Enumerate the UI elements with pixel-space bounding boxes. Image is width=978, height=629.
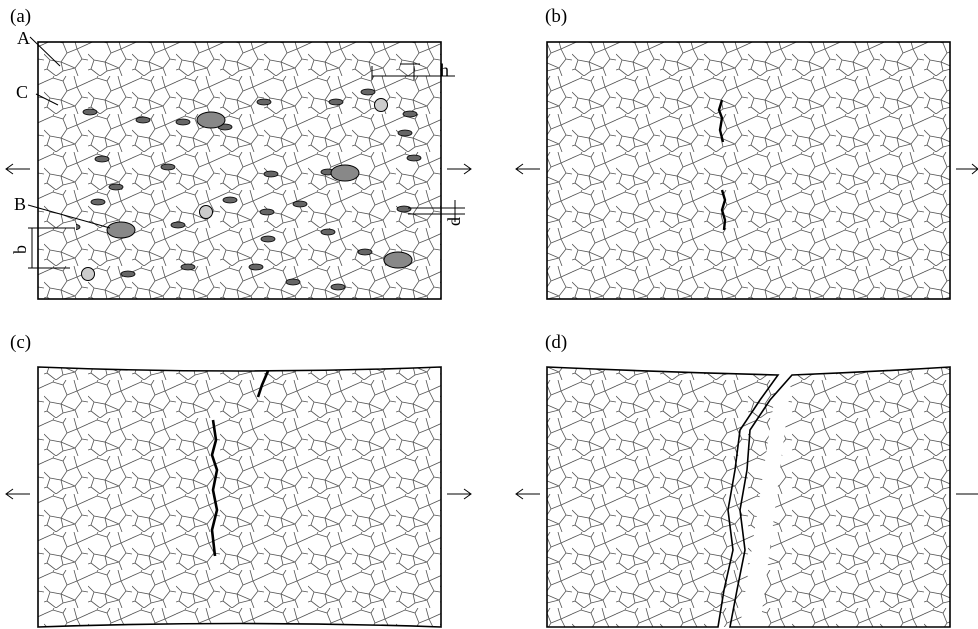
grain-structure: [38, 42, 441, 299]
particle: [161, 164, 175, 170]
particle: [329, 99, 343, 105]
particle: [403, 111, 417, 117]
particle: [321, 229, 335, 235]
particle: [109, 184, 123, 190]
grain-structure: [547, 367, 950, 627]
particle: [83, 109, 97, 115]
particle: [197, 112, 225, 128]
particle-c: [200, 206, 213, 219]
particle: [121, 271, 135, 277]
particle: [257, 99, 271, 105]
panel-b: [547, 42, 950, 299]
particle: [260, 209, 274, 215]
panel-a: [38, 42, 441, 299]
annotation: d: [444, 217, 464, 226]
panel-label: (a): [10, 6, 31, 27]
particle: [176, 119, 190, 125]
figure: (a) (b) (c) (d) A C B h d b: [0, 0, 978, 629]
particle: [107, 222, 135, 238]
particle: [361, 89, 375, 95]
particle: [286, 279, 300, 285]
particle: [136, 117, 150, 123]
annotation: h: [440, 60, 449, 80]
page: {"panels": [{"label": "(a)"}, {"label": …: [0, 0, 978, 629]
particle: [181, 264, 195, 270]
grain-structure: [38, 367, 441, 627]
annotation: A: [17, 28, 30, 48]
particle: [398, 130, 412, 136]
particle: [331, 165, 359, 181]
particle: [358, 249, 372, 255]
particle: [264, 171, 278, 177]
particle: [384, 252, 412, 268]
particle: [293, 201, 307, 207]
annotation: B: [14, 194, 26, 214]
particle-c: [375, 99, 388, 112]
particle: [91, 199, 105, 205]
panel-label: (b): [545, 6, 567, 27]
particle: [397, 206, 411, 212]
particle: [407, 155, 421, 161]
particle: [331, 284, 345, 290]
particle: [171, 222, 185, 228]
panel-label: (c): [10, 332, 31, 353]
particle: [95, 156, 109, 162]
particle: [249, 264, 263, 270]
panel-label: (d): [545, 332, 567, 353]
panel-d: [547, 367, 957, 627]
particle: [223, 197, 237, 203]
panel-c: [38, 367, 441, 627]
particle: [757, 522, 771, 528]
grain-structure: [547, 42, 950, 299]
annotation: b: [10, 245, 30, 254]
particle: [261, 236, 275, 242]
particle-c: [82, 268, 95, 281]
annotation: C: [16, 82, 28, 102]
